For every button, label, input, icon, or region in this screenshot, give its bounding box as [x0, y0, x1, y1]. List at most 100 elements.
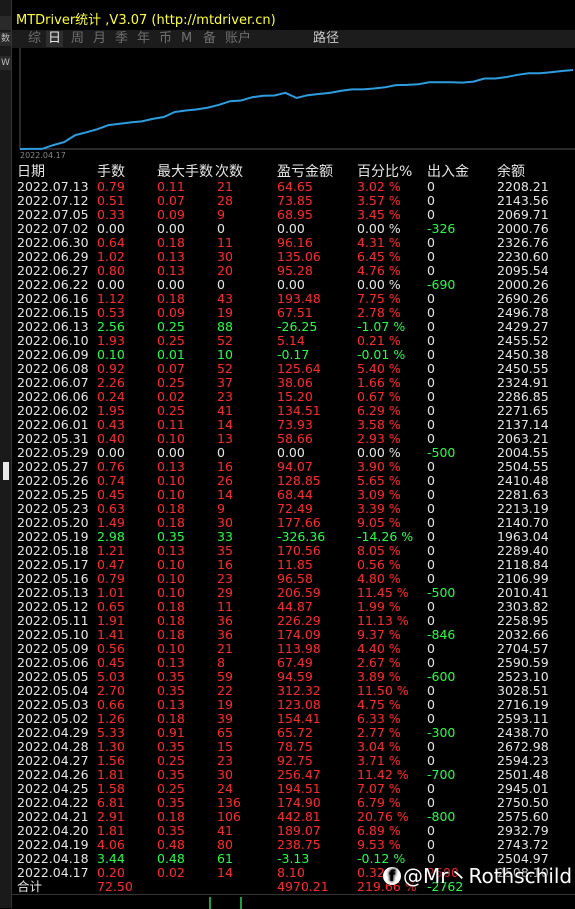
- table-row[interactable]: 2022.06.13 2.56 0.25 88 -26.25 -1.07 % 0 2429.2…: [12, 320, 575, 334]
- table-row[interactable]: 2022.06.02 1.95 0.25 41 134.51 6.29 % 0 2271.65: [12, 404, 575, 418]
- row-profit: 113.98: [277, 641, 321, 656]
- table-row[interactable]: 2022.05.31 0.40 0.10 13 58.66 2.93 % 0 2063.21: [12, 432, 575, 446]
- table-row[interactable]: 2022.06.27 0.80 0.13 20 95.28 4.76 % 0 2095.54: [12, 264, 575, 278]
- row-hands: 0.64: [97, 235, 125, 250]
- table-row[interactable]: 2022.05.11 1.91 0.18 36 226.29 11.13 % 0 2258.9…: [12, 614, 575, 628]
- table-row[interactable]: 2022.05.27 0.76 0.13 16 94.07 3.90 % 0 2504.55: [12, 460, 575, 474]
- toolstrip-button-3[interactable]: W: [0, 56, 11, 70]
- table-row[interactable]: 2022.07.12 0.51 0.07 28 73.85 3.57 % 0 2143.56: [12, 194, 575, 208]
- row-deposit: -846: [427, 627, 456, 642]
- tab-daily[interactable]: 日: [46, 31, 64, 47]
- tab-summary[interactable]: 综: [28, 31, 42, 46]
- row-percent: 9.05 %: [357, 515, 401, 530]
- row-balance: 2504.55: [497, 459, 549, 474]
- row-profit: 206.59: [277, 585, 321, 600]
- table-row[interactable]: 2022.04.18 3.44 0.48 61 -3.13 -0.12 % 0 2504.97: [12, 852, 575, 866]
- tab-quarterly[interactable]: 季: [115, 31, 129, 46]
- row-balance: 2010.41: [497, 585, 549, 600]
- row-count: 24: [217, 781, 233, 796]
- table-row[interactable]: 2022.05.26 0.74 0.10 26 128.85 5.65 % 0 2410.48: [12, 474, 575, 488]
- row-deposit: -600: [427, 669, 456, 684]
- row-percent: 5.65 %: [357, 473, 401, 488]
- toolstrip-button-2[interactable]: 数: [0, 32, 11, 46]
- table-row[interactable]: 2022.06.09 0.10 0.01 10 -0.17 -0.01 % 0 2450.38: [12, 348, 575, 362]
- table-row[interactable]: 2022.04.19 4.06 0.48 80 238.75 9.53 % 0 2743.72: [12, 838, 575, 852]
- row-date: 2022.05.05: [17, 669, 89, 684]
- table-row[interactable]: 2022.05.12 0.65 0.18 11 44.87 1.99 % 0 2303.82: [12, 600, 575, 614]
- row-profit: 92.75: [277, 753, 313, 768]
- row-percent: 11.50 %: [357, 683, 409, 698]
- table-row[interactable]: 2022.07.02 0.00 0.00 0 0.00 0.00 % -326 2000.76: [12, 222, 575, 236]
- table-row[interactable]: 2022.06.30 0.64 0.18 11 96.16 4.31 % 0 2326.76: [12, 236, 575, 250]
- table-row[interactable]: 2022.05.16 0.79 0.10 23 96.58 4.80 % 0 2106.99: [12, 572, 575, 586]
- table-row[interactable]: 2022.05.04 2.70 0.35 22 312.32 11.50 % 0 3028.5…: [12, 684, 575, 698]
- table-row[interactable]: 2022.06.16 1.12 0.18 43 193.48 7.75 % 0 2690.26: [12, 292, 575, 306]
- table-row[interactable]: 2022.05.02 1.26 0.18 39 154.41 6.33 % 0 2593.11: [12, 712, 575, 726]
- row-count: 29: [217, 585, 233, 600]
- table-row[interactable]: 2022.05.06 0.45 0.13 8 67.49 2.67 % 0 2590.59: [12, 656, 575, 670]
- table-row[interactable]: 2022.05.03 0.66 0.13 19 123.08 4.75 % 0 2716.19: [12, 698, 575, 712]
- row-date: 2022.05.02: [17, 711, 89, 726]
- table-row[interactable]: 2022.04.27 1.56 0.25 23 92.75 3.71 % 0 2594.23: [12, 754, 575, 768]
- table-row[interactable]: 2022.07.13 0.79 0.11 21 64.65 3.02 % 0 2208.21: [12, 180, 575, 194]
- table-row[interactable]: 2022.06.10 1.93 0.25 52 5.14 0.21 % 0 2455.52: [12, 334, 575, 348]
- table-row[interactable]: 2022.05.17 0.47 0.10 16 11.85 0.56 % 0 2118.84: [12, 558, 575, 572]
- table-row[interactable]: 2022.06.01 0.43 0.11 14 73.93 3.58 % 0 2137.14: [12, 418, 575, 432]
- row-profit: 72.49: [277, 501, 313, 516]
- row-date: 2022.05.19: [17, 529, 89, 544]
- tab-currency[interactable]: 币: [159, 31, 173, 46]
- row-percent: 3.71 %: [357, 753, 401, 768]
- row-percent: 3.45 %: [357, 207, 401, 222]
- header-hands: 手数: [97, 164, 125, 180]
- row-count: 8: [217, 655, 225, 670]
- table-row[interactable]: 2022.06.07 2.26 0.25 37 38.06 1.66 % 0 2324.91: [12, 376, 575, 390]
- table-row[interactable]: 2022.06.06 0.24 0.02 23 15.20 0.67 % 0 2286.85: [12, 390, 575, 404]
- tab-notes[interactable]: 备: [203, 31, 217, 46]
- tab-account[interactable]: 账户: [225, 31, 252, 46]
- table-row[interactable]: 2022.05.13 1.01 0.10 29 206.59 11.45 % -500 201…: [12, 586, 575, 600]
- table-row[interactable]: 2022.06.08 0.92 0.07 52 125.64 5.40 % 0 2450.55: [12, 362, 575, 376]
- tab-m[interactable]: M: [181, 31, 193, 46]
- table-row[interactable]: 2022.05.18 1.21 0.13 35 170.56 8.05 % 0 2289.40: [12, 544, 575, 558]
- toolstrip-button-1[interactable]: [0, 16, 11, 30]
- tab-monthly[interactable]: 月: [93, 31, 107, 46]
- table-row[interactable]: 2022.05.25 0.45 0.10 14 68.44 3.09 % 0 2281.63: [12, 488, 575, 502]
- row-percent: 6.89 %: [357, 823, 401, 838]
- row-count: 59: [217, 669, 233, 684]
- table-row[interactable]: 2022.04.20 1.81 0.35 41 189.07 6.89 % 0 2932.79: [12, 824, 575, 838]
- table-row[interactable]: 2022.04.22 6.81 0.35 136 174.90 6.79 % 0 2750.5…: [12, 796, 575, 810]
- table-row[interactable]: 2022.07.05 0.33 0.09 9 68.95 3.45 % 0 2069.71: [12, 208, 575, 222]
- social-logo-icon: f: [383, 867, 401, 885]
- row-profit: 0.00: [277, 221, 305, 236]
- row-date: 2022.04.17: [17, 865, 89, 880]
- table-row[interactable]: 2022.04.21 2.91 0.18 106 442.81 20.76 % -800 25…: [12, 810, 575, 824]
- path-label[interactable]: 路径: [313, 31, 340, 46]
- total-profit: 4970.21: [277, 879, 329, 894]
- tab-yearly[interactable]: 年: [137, 31, 151, 46]
- table-row[interactable]: 2022.06.22 0.00 0.00 0 0.00 0.00 % -690 2000.26: [12, 278, 575, 292]
- table-row[interactable]: 2022.05.23 0.63 0.18 9 72.49 3.39 % 0 2213.19: [12, 502, 575, 516]
- row-max-hands: 0.18: [157, 627, 185, 642]
- row-percent: 3.90 %: [357, 459, 401, 474]
- table-row[interactable]: 2022.04.26 1.81 0.35 30 256.47 11.42 % -700 250…: [12, 768, 575, 782]
- balance-chart-svg: 2022.04.17: [19, 48, 575, 160]
- table-row[interactable]: 2022.04.28 1.30 0.35 15 78.75 3.04 % 0 2672.98: [12, 740, 575, 754]
- table-row[interactable]: 2022.05.09 0.56 0.10 21 113.98 4.40 % 0 2704.57: [12, 642, 575, 656]
- table-row[interactable]: 2022.05.10 1.41 0.18 36 174.09 9.37 % -846 2032…: [12, 628, 575, 642]
- watermark-text: @Mr丶Rothschild: [403, 864, 573, 888]
- table-row[interactable]: 2022.05.29 0.00 0.00 0 0.00 0.00 % -500 2004.55: [12, 446, 575, 460]
- tab-weekly[interactable]: 周: [71, 31, 85, 46]
- row-percent: -1.07 %: [357, 319, 406, 334]
- table-row[interactable]: 2022.06.15 0.53 0.09 19 67.51 2.78 % 0 2496.78: [12, 306, 575, 320]
- row-date: 2022.06.01: [17, 417, 89, 432]
- row-balance: 2271.65: [497, 403, 549, 418]
- table-row[interactable]: 2022.06.29 1.02 0.13 30 135.06 6.45 % 0 2230.60: [12, 250, 575, 264]
- row-percent: 2.67 %: [357, 655, 401, 670]
- row-hands: 0.63: [97, 501, 125, 516]
- table-row[interactable]: 2022.05.20 1.49 0.18 30 177.66 9.05 % 0 2140.70: [12, 516, 575, 530]
- table-row[interactable]: 2022.05.05 5.03 0.35 59 94.59 3.89 % -600 2523.…: [12, 670, 575, 684]
- table-row[interactable]: 2022.04.29 5.33 0.91 65 65.72 2.77 % -300 2438.…: [12, 726, 575, 740]
- table-row[interactable]: 2022.05.19 2.98 0.35 33 -326.36 -14.26 % 0 1963…: [12, 530, 575, 544]
- table-row[interactable]: 2022.04.25 1.58 0.25 24 194.51 7.07 % 0 2945.01: [12, 782, 575, 796]
- row-hands: 0.45: [97, 655, 125, 670]
